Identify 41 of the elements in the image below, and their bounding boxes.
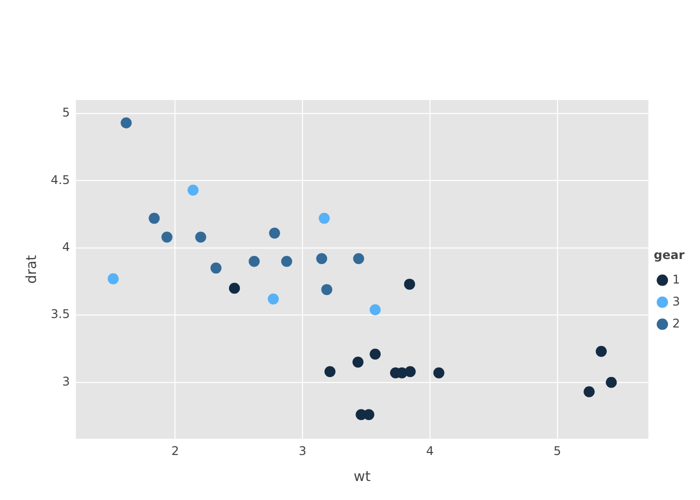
point <box>268 293 279 304</box>
point <box>228 282 240 294</box>
point <box>210 262 222 274</box>
y-tick-label: 4 <box>62 240 70 254</box>
x-tick-label: 2 <box>171 444 180 458</box>
point <box>321 284 332 296</box>
point <box>195 232 206 243</box>
x-axis-title: wt <box>354 469 372 486</box>
y-tick-label: 3 <box>62 374 70 388</box>
point <box>596 346 607 357</box>
point <box>108 273 119 284</box>
x-tick-label: 4 <box>426 444 434 458</box>
y-tick-label: 3.5 <box>50 307 70 322</box>
point <box>248 256 260 267</box>
point <box>584 386 595 398</box>
point <box>120 117 132 128</box>
point <box>353 253 364 264</box>
point <box>404 366 416 378</box>
point <box>606 376 617 388</box>
x-tick-label: 5 <box>553 444 562 458</box>
point <box>352 356 364 368</box>
point <box>370 304 381 316</box>
point <box>370 348 381 360</box>
point <box>318 212 330 224</box>
point <box>269 228 280 239</box>
y-tick-label: 5 <box>62 106 70 120</box>
point <box>316 253 328 264</box>
legend-label: 3 <box>672 294 680 308</box>
y-tick-label: 4.5 <box>50 172 70 187</box>
point <box>188 184 199 196</box>
point <box>433 367 444 378</box>
point <box>281 256 292 267</box>
point <box>161 232 172 243</box>
legend-label: 1 <box>672 272 680 286</box>
legend-title: gear <box>654 248 685 262</box>
point <box>404 278 416 290</box>
legend-label: 2 <box>672 316 680 330</box>
point <box>148 212 160 224</box>
x-tick-label: 3 <box>298 444 306 458</box>
point <box>324 366 336 378</box>
y-axis-title: drat <box>24 254 40 284</box>
